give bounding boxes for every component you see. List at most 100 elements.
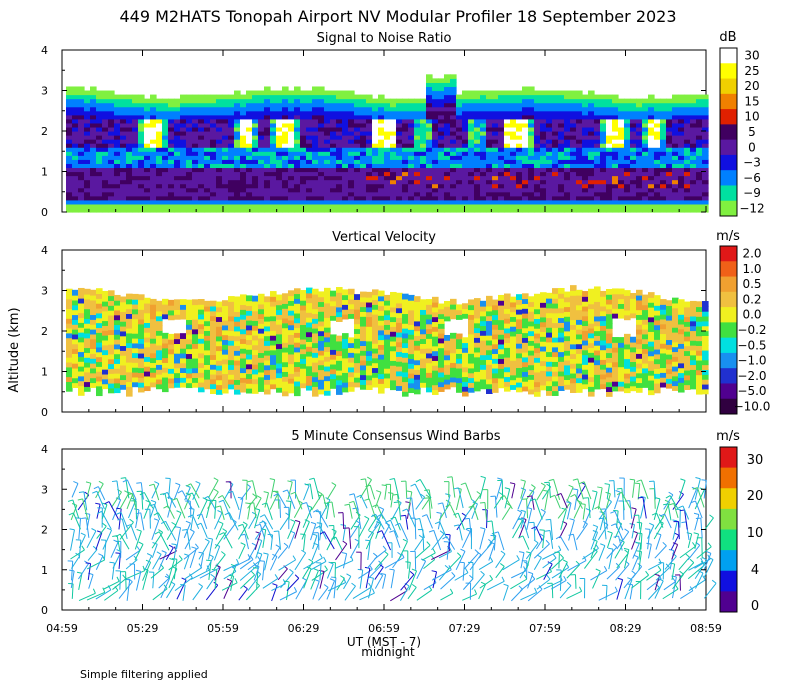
velocity-cell: [600, 334, 607, 341]
snr-cell: [282, 163, 289, 169]
velocity-cell: [222, 343, 229, 350]
snr-cell: [174, 126, 181, 132]
snr-cell: [564, 167, 571, 173]
velocity-cell: [570, 314, 577, 321]
velocity-cell: [222, 309, 229, 316]
snr-cell: [636, 179, 643, 185]
velocity-cell: [312, 356, 319, 363]
snr-cell: [288, 118, 295, 124]
snr-cell: [606, 151, 613, 156]
velocity-cell: [534, 376, 541, 383]
snr-cell: [438, 143, 445, 148]
velocity-cell: [306, 292, 313, 299]
snr-cell: [516, 195, 523, 201]
snr-cell: [372, 98, 379, 104]
snr-cell: [366, 199, 373, 205]
velocity-cell: [534, 313, 541, 320]
snr-cell: [672, 159, 679, 164]
snr-cell: [666, 131, 673, 136]
snr-cell: [468, 98, 475, 104]
snr-cell: [438, 159, 445, 164]
snr-cell: [198, 159, 205, 164]
snr-cell: [78, 171, 85, 177]
snr-cell: [540, 199, 547, 205]
snr-cell: [474, 191, 481, 197]
snr-cell: [216, 163, 223, 169]
snr-cell: [564, 175, 571, 181]
snr-cell: [528, 131, 535, 136]
snr-cell: [204, 151, 211, 156]
velocity-cell: [270, 325, 277, 331]
snr-cell: [618, 183, 625, 189]
snr-cell: [540, 143, 547, 148]
velocity-cell: [582, 295, 589, 302]
snr-cell: [138, 126, 145, 132]
snr-cell: [606, 187, 613, 193]
velocity-cell: [390, 355, 397, 361]
snr-cell: [702, 171, 709, 177]
snr-cell: [606, 199, 613, 205]
snr-cell: [330, 155, 337, 160]
snr-cell: [426, 131, 433, 136]
snr-cell: [204, 175, 211, 181]
snr-cell: [294, 139, 301, 144]
velocity-cell: [576, 309, 583, 316]
snr-cell: [138, 187, 145, 193]
snr-cell: [570, 135, 577, 140]
snr-cell: [690, 122, 697, 128]
snr-cell: [570, 94, 577, 100]
snr-cell: [78, 135, 85, 140]
snr-cell: [174, 143, 181, 148]
snr-cell: [678, 151, 685, 156]
snr-cell: [90, 143, 97, 148]
snr-cell: [600, 102, 607, 108]
snr-cell: [120, 195, 127, 201]
snr-cell: [528, 203, 535, 209]
velocity-cell: [222, 324, 229, 331]
snr-cell: [156, 179, 163, 185]
snr-cell: [318, 179, 325, 185]
velocity-cell: [462, 342, 469, 348]
snr-cell: [96, 135, 103, 140]
snr-cell: [588, 199, 595, 205]
velocity-cell: [294, 322, 301, 329]
snr-cell: [576, 183, 583, 189]
snr-cell: [84, 131, 91, 136]
velocity-cell: [210, 373, 217, 380]
snr-cell: [552, 122, 559, 128]
velocity-cell: [534, 347, 541, 354]
velocity-cell: [558, 365, 565, 372]
snr-cell: [132, 106, 139, 112]
snr-cell: [510, 131, 517, 136]
snr-cell: [372, 159, 379, 164]
snr-cell: [126, 102, 133, 108]
velocity-cell: [510, 325, 517, 332]
velocity-cell: [66, 288, 73, 295]
snr-cell: [678, 195, 685, 201]
snr-cell: [456, 159, 463, 164]
velocity-cell: [498, 353, 505, 360]
snr-cell: [144, 207, 151, 213]
snr-cell: [408, 195, 415, 201]
snr-cell: [312, 147, 319, 152]
snr-cell: [624, 110, 631, 116]
snr-cell: [702, 106, 709, 112]
velocity-cell: [132, 298, 139, 305]
snr-cell: [678, 199, 685, 205]
velocity-cell: [252, 320, 259, 326]
snr-cell: [252, 199, 259, 205]
velocity-cell: [102, 295, 109, 302]
snr-cell: [366, 118, 373, 124]
velocity-cell: [330, 353, 337, 360]
velocity-cell: [114, 309, 121, 316]
snr-cell: [576, 143, 583, 148]
velocity-cell: [252, 363, 259, 370]
velocity-cell: [72, 372, 79, 379]
velocity-cell: [150, 366, 157, 373]
snr-cell: [132, 187, 139, 193]
snr-cell: [636, 175, 643, 181]
snr-cell: [204, 147, 211, 152]
snr-cell: [264, 90, 271, 96]
snr-cell: [438, 167, 445, 173]
snr-cell: [642, 110, 649, 116]
